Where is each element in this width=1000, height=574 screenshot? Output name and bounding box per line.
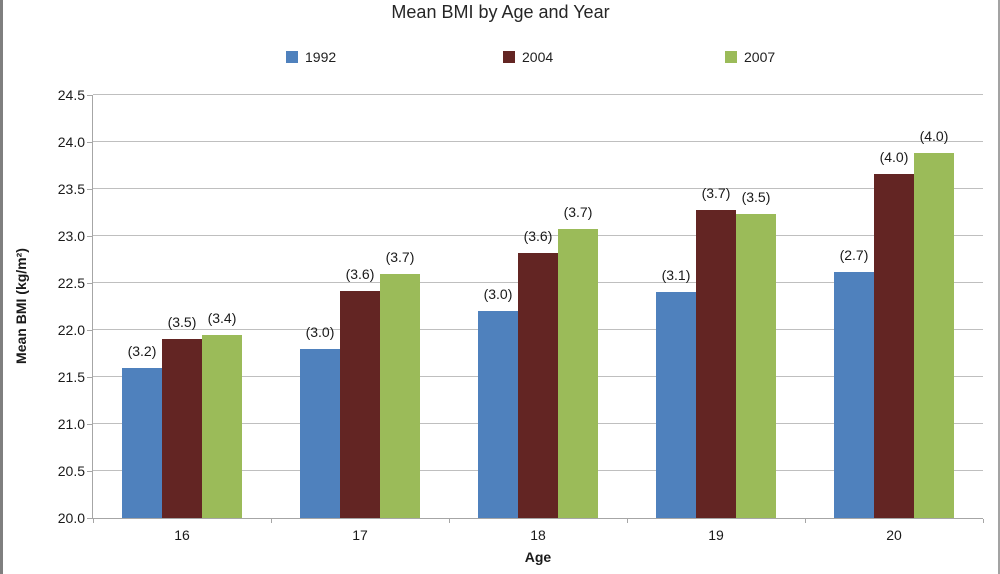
y-tick-24.0 [87, 142, 93, 143]
y-tick-23.0 [87, 236, 93, 237]
bar-label-1992-age-17: (3.0) [305, 323, 335, 340]
bar-1992-age-19 [656, 292, 696, 518]
y-tick-20.0 [87, 518, 93, 519]
x-tick [627, 519, 628, 523]
chart-title: Mean BMI by Age and Year [391, 2, 610, 22]
y-tick-label: 21.5 [57, 369, 85, 385]
y-tick-label: 20.5 [57, 463, 85, 479]
bar-2007-age-18 [558, 229, 598, 518]
bar-2007-age-20 [914, 153, 954, 518]
bar-label-2004-age-19: (3.7) [701, 184, 731, 201]
bar-label-1992-age-18: (3.0) [483, 286, 513, 303]
legend-label-1992: 1992 [305, 49, 337, 65]
y-tick-label: 23.5 [57, 181, 85, 197]
x-tick [805, 519, 806, 523]
y-tick-21.0 [87, 424, 93, 425]
y-tick-label: 23.0 [57, 228, 85, 244]
bar-label-2004-age-17: (3.6) [345, 265, 375, 282]
legend-label-2004: 2004 [522, 49, 554, 65]
x-category-label-20: 20 [886, 527, 902, 543]
bar-label-2004-age-16: (3.5) [167, 314, 197, 331]
x-axis-line [93, 518, 983, 519]
y-tick-label: 21.0 [57, 416, 85, 432]
gridline-24.0 [93, 141, 983, 142]
bar-1992-age-16 [122, 367, 162, 518]
bar-2004-age-19 [696, 209, 736, 518]
legend-swatch-2007 [725, 51, 737, 63]
legend-item-1992: 1992 [286, 49, 336, 65]
bar-2004-age-20 [874, 173, 914, 518]
y-tick-label: 24.5 [57, 87, 85, 103]
bar-2004-age-18 [518, 252, 558, 518]
y-axis-line [92, 95, 93, 519]
x-category-label-16: 16 [174, 527, 190, 543]
y-tick-22.0 [87, 330, 93, 331]
legend-item-2007: 2007 [725, 49, 775, 65]
x-tick [449, 519, 450, 523]
y-tick-21.5 [87, 377, 93, 378]
bar-1992-age-18 [478, 311, 518, 518]
bar-label-2007-age-18: (3.7) [563, 204, 593, 221]
bar-label-1992-age-16: (3.2) [127, 342, 157, 359]
y-tick-22.5 [87, 283, 93, 284]
bar-label-1992-age-20: (2.7) [839, 246, 869, 263]
bar-2004-age-17 [340, 290, 380, 518]
x-tick [983, 519, 984, 523]
x-tick [271, 519, 272, 523]
y-tick-label: 20.0 [57, 510, 85, 526]
y-axis-title: Mean BMI (kg/m²) [13, 248, 29, 364]
bar-label-2004-age-20: (4.0) [879, 148, 909, 165]
bar-label-2004-age-18: (3.6) [523, 227, 553, 244]
gridline-23.5 [93, 188, 983, 189]
bar-label-2007-age-20: (4.0) [919, 128, 949, 145]
y-tick-20.5 [87, 471, 93, 472]
legend-item-2004: 2004 [503, 49, 553, 65]
bar-2007-age-19 [736, 214, 776, 518]
bar-label-2007-age-19: (3.5) [741, 189, 771, 206]
bar-2007-age-17 [380, 273, 420, 518]
y-tick-label: 22.5 [57, 275, 85, 291]
legend-swatch-2004 [503, 51, 515, 63]
bar-1992-age-17 [300, 348, 340, 518]
gridline-24.5 [93, 94, 983, 95]
x-axis-title: Age [524, 549, 552, 565]
y-tick-23.5 [87, 189, 93, 190]
bar-label-1992-age-19: (3.1) [661, 267, 691, 284]
legend-label-2007: 2007 [744, 49, 776, 65]
x-category-label-18: 18 [530, 527, 546, 543]
y-tick-label: 22.0 [57, 322, 85, 338]
plot-area: 20.0 20.5 21.0 21.5 22.0 22.5 23.0 23.5 24.0 24.5… [58, 87, 984, 543]
y-tick-label: 24.0 [57, 134, 85, 150]
x-category-label-17: 17 [352, 527, 368, 543]
bar-label-2007-age-16: (3.4) [207, 309, 237, 326]
gridline-23.0 [93, 235, 983, 236]
legend-swatch-1992 [286, 51, 298, 63]
x-tick [93, 519, 94, 523]
bar-2007-age-16 [202, 334, 242, 518]
bar-2004-age-16 [162, 339, 202, 518]
y-tick-24.5 [87, 95, 93, 96]
bar-label-2007-age-17: (3.7) [385, 248, 415, 265]
x-category-label-19: 19 [708, 527, 724, 543]
bar-1992-age-20 [834, 271, 874, 518]
